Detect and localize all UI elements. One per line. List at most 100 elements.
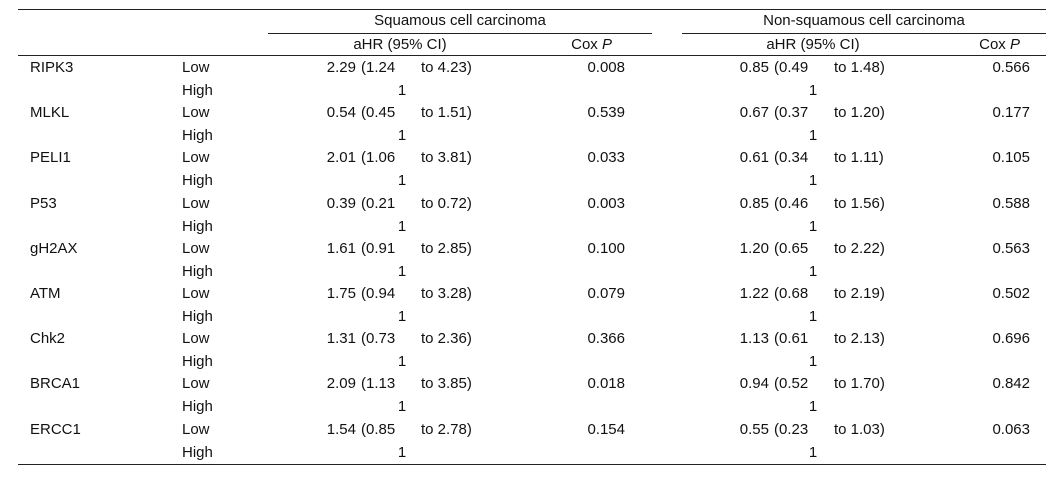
nonsquamous-reference: 1 (808, 82, 818, 99)
nonsquamous-cox-p: 0.566 (992, 59, 1030, 76)
nonsquamous-ci-lower: (0.46 (774, 195, 809, 212)
marker-label: RIPK3 (30, 59, 74, 76)
nonsquamous-hr-value: 0.85 (739, 195, 769, 212)
level-high-label: High (182, 398, 213, 415)
squamous-ci-lower: (0.85 (361, 421, 396, 438)
level-high-label: High (182, 263, 213, 280)
marker-label: PELI1 (30, 149, 71, 166)
nonsquamous-ci-upper: to 2.19) (834, 285, 885, 302)
squamous-reference: 1 (397, 353, 407, 370)
nonsquamous-group-title: Non-squamous cell carcinoma (763, 12, 965, 29)
level-low-label: Low (182, 375, 210, 392)
squamous-group-title: Squamous cell carcinoma (374, 12, 546, 29)
nonsquamous-ci-lower: (0.34 (774, 149, 809, 166)
squamous-cox-p: 0.018 (587, 375, 625, 392)
squamous-ci-upper: to 1.51) (421, 104, 472, 121)
nonsquamous-ci-upper: to 1.56) (834, 195, 885, 212)
nonsquamous-hr-value: 0.85 (739, 59, 769, 76)
nonsquamous-ci-lower: (0.52 (774, 375, 809, 392)
level-low-label: Low (182, 59, 210, 76)
nonsquamous-ci-lower: (0.61 (774, 330, 809, 347)
nonsquamous-cox-p: 0.842 (992, 375, 1030, 392)
marker-label: Chk2 (30, 330, 66, 347)
nonsquamous-ci-upper: to 1.03) (834, 421, 885, 438)
squamous-reference: 1 (397, 82, 407, 99)
squamous-reference: 1 (397, 218, 407, 235)
marker-label: MLKL (30, 104, 70, 121)
squamous-cox-p: 0.008 (587, 59, 625, 76)
level-low-label: Low (182, 149, 210, 166)
nonsquamous-reference: 1 (808, 172, 818, 189)
squamous-ci-lower: (1.13 (361, 375, 396, 392)
header-bottom-rule (18, 55, 1046, 56)
squamous-cox-header: Cox P (571, 36, 612, 53)
squamous-hr-value: 1.61 (326, 240, 356, 257)
nonsquamous-hr-value: 1.20 (739, 240, 769, 257)
nonsquamous-reference: 1 (808, 127, 818, 144)
level-high-label: High (182, 444, 213, 461)
level-low-label: Low (182, 240, 210, 257)
nonsquamous-ci-upper: to 2.22) (834, 240, 885, 257)
squamous-ci-lower: (1.24 (361, 59, 396, 76)
nonsquamous-group-underline (682, 33, 1046, 34)
squamous-cox-p: 0.539 (587, 104, 625, 121)
nonsquamous-reference: 1 (808, 218, 818, 235)
squamous-reference: 1 (397, 172, 407, 189)
nonsquamous-ci-upper: to 1.70) (834, 375, 885, 392)
nonsquamous-cox-p: 0.563 (992, 240, 1030, 257)
squamous-ci-lower: (1.06 (361, 149, 396, 166)
squamous-cox-p: 0.033 (587, 149, 625, 166)
squamous-reference: 1 (397, 263, 407, 280)
squamous-hr-value: 0.54 (326, 104, 356, 121)
level-high-label: High (182, 127, 213, 144)
nonsquamous-reference: 1 (808, 444, 818, 461)
marker-label: ATM (30, 285, 61, 302)
level-high-label: High (182, 353, 213, 370)
nonsquamous-cox-header: Cox P (979, 36, 1020, 53)
level-high-label: High (182, 82, 213, 99)
nonsquamous-ci-upper: to 1.20) (834, 104, 885, 121)
squamous-cox-p: 0.100 (587, 240, 625, 257)
squamous-hr-value: 1.54 (326, 421, 356, 438)
nonsquamous-reference: 1 (808, 308, 818, 325)
squamous-ci-lower: (0.21 (361, 195, 396, 212)
nonsquamous-ci-upper: to 2.13) (834, 330, 885, 347)
squamous-ci-upper: to 2.36) (421, 330, 472, 347)
nonsquamous-ahr-header: aHR (95% CI) (766, 36, 860, 53)
squamous-ci-lower: (0.91 (361, 240, 396, 257)
squamous-hr-value: 2.01 (326, 149, 356, 166)
squamous-ahr-header: aHR (95% CI) (353, 36, 447, 53)
nonsquamous-cox-p: 0.177 (992, 104, 1030, 121)
nonsquamous-cox-p: 0.502 (992, 285, 1030, 302)
top-rule (18, 9, 1046, 10)
nonsquamous-hr-value: 0.94 (739, 375, 769, 392)
squamous-ci-lower: (0.73 (361, 330, 396, 347)
level-low-label: Low (182, 285, 210, 302)
squamous-ci-upper: to 3.81) (421, 149, 472, 166)
nonsquamous-hr-value: 0.55 (739, 421, 769, 438)
squamous-hr-value: 2.29 (326, 59, 356, 76)
squamous-ci-upper: to 3.28) (421, 285, 472, 302)
nonsquamous-ci-upper: to 1.11) (834, 149, 884, 166)
squamous-ci-upper: to 0.72) (421, 195, 472, 212)
squamous-cox-p: 0.003 (587, 195, 625, 212)
squamous-reference: 1 (397, 127, 407, 144)
nonsquamous-ci-lower: (0.23 (774, 421, 809, 438)
marker-label: ERCC1 (30, 421, 81, 438)
nonsquamous-reference: 1 (808, 263, 818, 280)
squamous-cox-p: 0.366 (587, 330, 625, 347)
squamous-reference: 1 (397, 308, 407, 325)
level-high-label: High (182, 172, 213, 189)
level-high-label: High (182, 218, 213, 235)
nonsquamous-reference: 1 (808, 353, 818, 370)
level-low-label: Low (182, 195, 210, 212)
level-low-label: Low (182, 421, 210, 438)
nonsquamous-ci-upper: to 1.48) (834, 59, 885, 76)
marker-label: P53 (30, 195, 57, 212)
nonsquamous-ci-lower: (0.68 (774, 285, 809, 302)
nonsquamous-hr-value: 0.61 (739, 149, 769, 166)
nonsquamous-hr-value: 1.22 (739, 285, 769, 302)
marker-label: gH2AX (30, 240, 78, 257)
squamous-hr-value: 1.75 (326, 285, 356, 302)
